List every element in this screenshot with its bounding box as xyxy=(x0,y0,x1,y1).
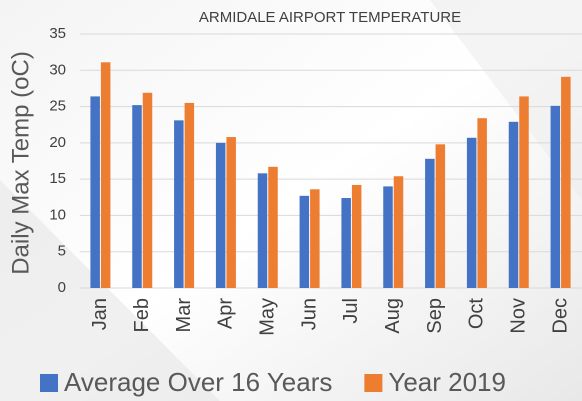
legend-swatch xyxy=(40,374,58,392)
legend-swatch xyxy=(364,374,383,392)
y-tick-label: 15 xyxy=(49,170,66,187)
bar xyxy=(310,189,320,288)
y-tick-label: 25 xyxy=(49,98,66,115)
background-shape xyxy=(0,180,220,401)
x-tick-label: Mar xyxy=(173,298,195,333)
bar xyxy=(425,158,435,288)
bar xyxy=(393,176,404,288)
x-tick-label: Sep xyxy=(424,298,446,334)
bar xyxy=(550,105,561,289)
x-tick-label: Jul xyxy=(340,298,362,324)
y-tick-label: 0 xyxy=(58,279,66,296)
y-axis-label: Daily Max Temp (oC) xyxy=(7,51,34,275)
x-tick-label: Feb xyxy=(131,298,153,332)
x-tick-label: May xyxy=(257,298,279,336)
x-tick-label: Jun xyxy=(298,298,320,330)
bar xyxy=(215,142,226,288)
y-tick-label: 5 xyxy=(58,243,66,260)
bar xyxy=(435,144,446,288)
x-tick-label: Jan xyxy=(89,298,111,330)
legend-label: Year 2019 xyxy=(388,367,506,397)
x-tick-label: Oct xyxy=(466,298,488,330)
bar xyxy=(477,118,487,288)
bar xyxy=(90,96,100,288)
y-tick-label: 30 xyxy=(49,61,66,78)
bar xyxy=(299,195,310,288)
y-tick-label: 10 xyxy=(49,206,66,223)
x-tick-label: Dec xyxy=(549,298,571,334)
background-shape xyxy=(430,0,582,200)
x-tick-label: Apr xyxy=(215,298,237,329)
y-tick-label: 20 xyxy=(49,134,66,151)
y-tick-label: 35 xyxy=(49,25,66,42)
bar xyxy=(561,76,571,289)
bar xyxy=(257,173,268,288)
legend-label: Average Over 16 Years xyxy=(64,367,332,397)
x-tick-label: Aug xyxy=(382,298,404,334)
bar xyxy=(466,137,477,288)
chart-title: ARMIDALE AIRPORT TEMPERATURE xyxy=(199,9,461,26)
bar xyxy=(383,186,393,288)
bar xyxy=(100,62,111,288)
bar xyxy=(508,121,519,288)
bar xyxy=(132,105,142,289)
bar xyxy=(341,198,351,288)
x-tick-label: Nov xyxy=(508,298,530,334)
bar xyxy=(268,166,278,288)
bar xyxy=(174,120,184,288)
bar xyxy=(142,92,153,288)
bar xyxy=(351,184,362,288)
bar xyxy=(226,137,236,288)
bar xyxy=(184,102,195,288)
bar xyxy=(519,96,529,288)
